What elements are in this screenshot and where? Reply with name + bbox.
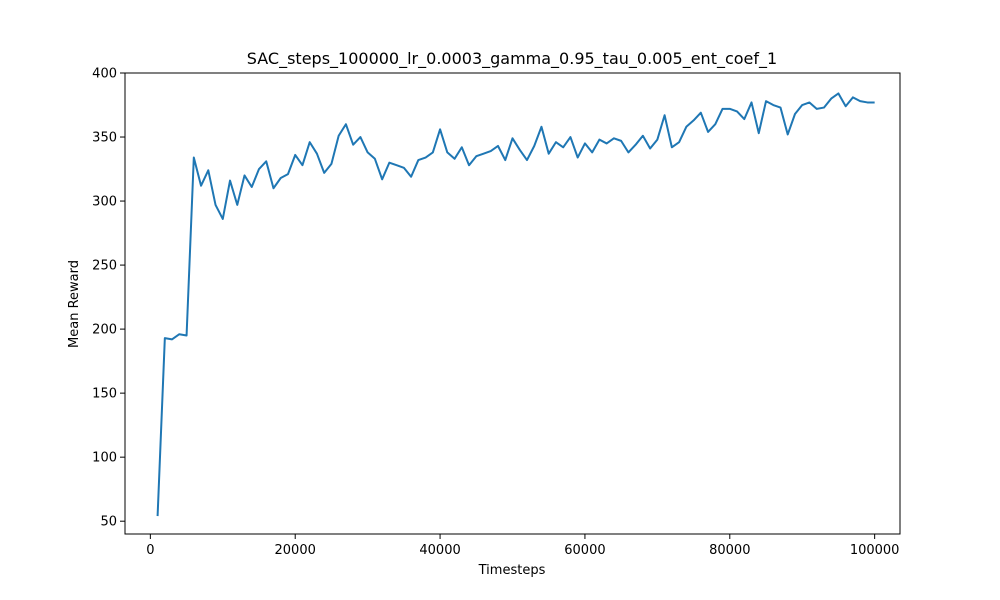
y-tick-label: 150 bbox=[92, 387, 117, 402]
y-axis-label: Mean Reward bbox=[67, 260, 82, 348]
x-tick-label: 0 bbox=[146, 543, 154, 558]
x-axis-label: Timesteps bbox=[478, 563, 546, 578]
y-tick-label: 350 bbox=[92, 131, 117, 146]
x-tick-label: 20000 bbox=[275, 543, 316, 558]
y-tick-label: 200 bbox=[92, 323, 117, 338]
series-line bbox=[156, 92, 875, 517]
x-tick-label: 80000 bbox=[709, 543, 750, 558]
x-tick-label: 40000 bbox=[419, 543, 460, 558]
y-tick-label: 50 bbox=[100, 515, 117, 530]
y-tick-label: 400 bbox=[92, 67, 117, 82]
axes-frame bbox=[124, 72, 901, 535]
chart-title: SAC_steps_100000_lr_0.0003_gamma_0.95_ta… bbox=[247, 49, 777, 69]
y-tick-label: 100 bbox=[92, 451, 117, 466]
y-tick-label: 250 bbox=[92, 259, 117, 274]
x-tick-label: 100000 bbox=[850, 543, 900, 558]
axes-layer: 0 20000 40000 60000 80000 100000 50 100 150 200 25… bbox=[92, 67, 901, 558]
x-tick-label: 60000 bbox=[564, 543, 605, 558]
plot-layer bbox=[156, 92, 875, 517]
y-tick-label: 300 bbox=[92, 195, 117, 210]
